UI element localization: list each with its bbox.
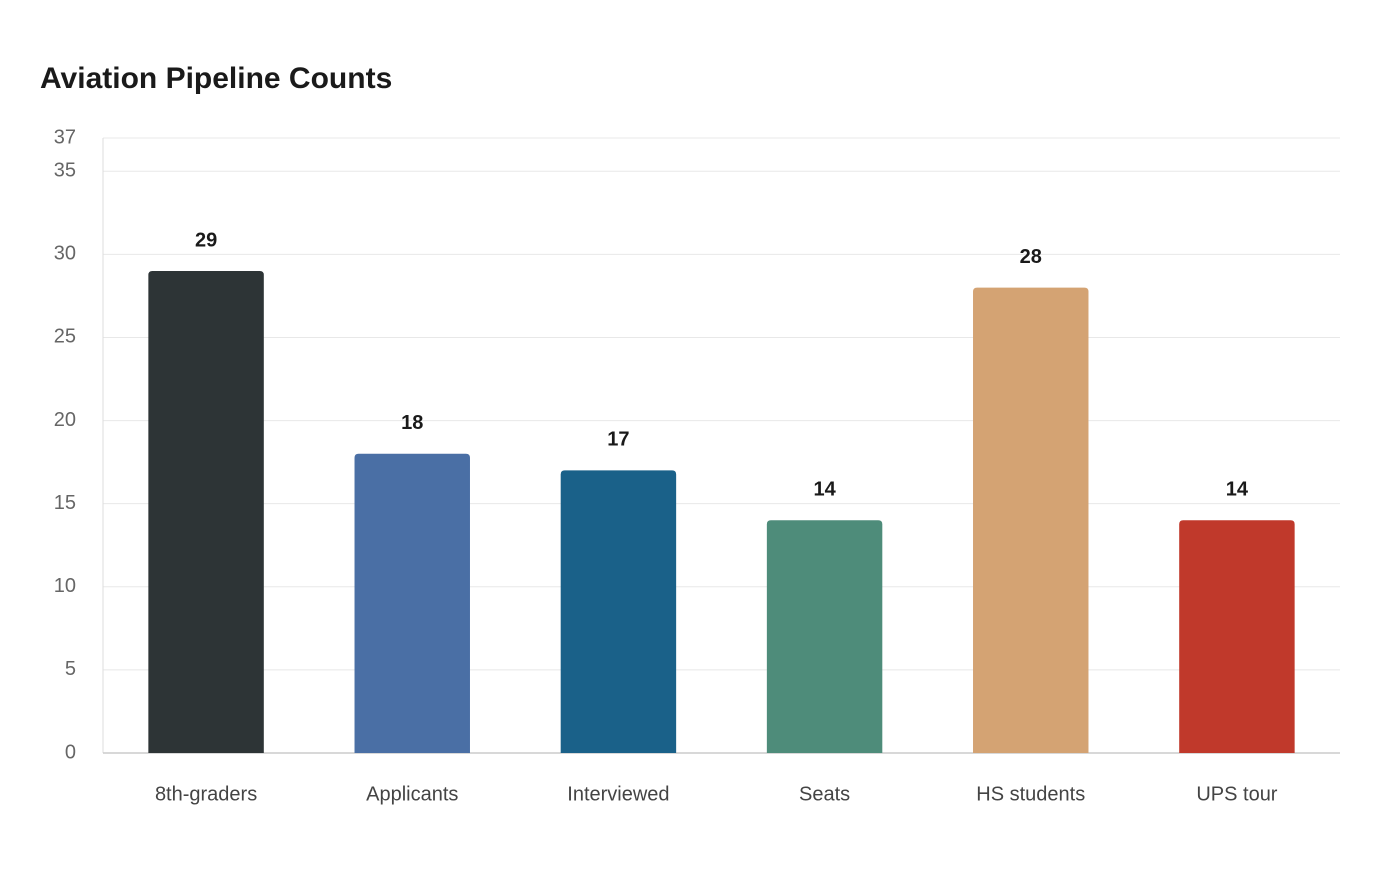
y-tick-label: 20 — [54, 409, 76, 431]
value-label: 28 — [1020, 246, 1042, 268]
x-tick-label: Interviewed — [567, 783, 669, 805]
x-tick-label: 8th-graders — [155, 783, 257, 805]
x-tick-label: UPS tour — [1196, 783, 1277, 805]
bar — [148, 270, 264, 753]
value-label: 14 — [813, 479, 836, 501]
bar — [766, 520, 883, 753]
value-label: 29 — [195, 229, 217, 251]
value-label: 17 — [607, 429, 629, 451]
y-tick-label: 37 — [54, 126, 76, 148]
y-tick-label: 5 — [65, 658, 76, 680]
value-label: 14 — [1226, 479, 1249, 501]
bar — [354, 453, 470, 753]
y-tick-label: 25 — [54, 326, 76, 348]
bar — [560, 470, 677, 753]
y-tick-label: 35 — [54, 160, 76, 182]
value-label: 18 — [401, 412, 423, 434]
x-tick-label: HS students — [976, 783, 1085, 805]
x-tick-label: Seats — [799, 783, 850, 805]
x-tick-label: Applicants — [366, 783, 458, 805]
y-tick-label: 30 — [54, 243, 76, 265]
y-tick-label: 10 — [54, 575, 76, 597]
bar — [973, 287, 1089, 753]
chart-title: Aviation Pipeline Counts — [40, 62, 392, 95]
y-tick-label: 15 — [54, 492, 76, 514]
bar — [1179, 520, 1295, 753]
y-tick-label: 0 — [65, 741, 76, 763]
